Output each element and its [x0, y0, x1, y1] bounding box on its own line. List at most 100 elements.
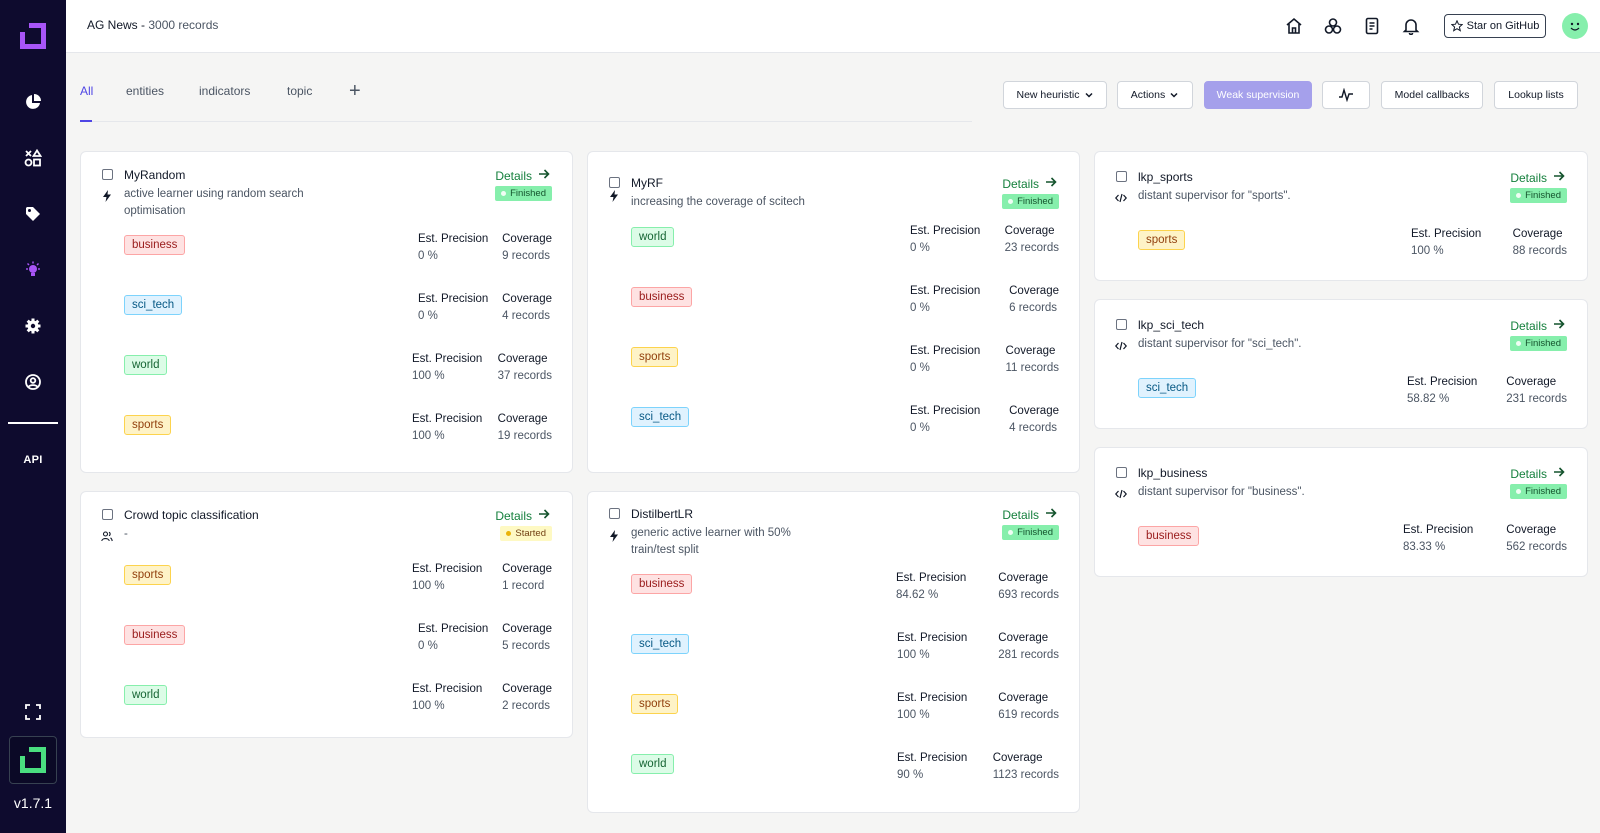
arrow-right-icon — [538, 508, 550, 523]
star-github-label: Star on GitHub — [1466, 20, 1540, 32]
weak-supervision-button[interactable]: Weak supervision — [1204, 81, 1312, 109]
user-icon[interactable] — [21, 370, 45, 394]
status-badge: Finished — [495, 186, 552, 201]
heuristic-name[interactable]: Crowd topic classification — [124, 508, 259, 522]
heuristic-name[interactable]: lkp_sports — [1138, 170, 1193, 184]
sidebar: API v1.7.1 — [0, 0, 66, 833]
status-dot — [1516, 489, 1522, 494]
add-tab-icon[interactable]: + — [349, 80, 361, 102]
project-name: AG News — [87, 18, 138, 32]
label-badge: world — [124, 685, 168, 705]
select-checkbox[interactable] — [1116, 467, 1127, 478]
select-checkbox[interactable] — [1116, 171, 1127, 182]
precision-value: 100 % — [897, 708, 930, 721]
coverage-metric: Coverage 9 records — [502, 231, 552, 264]
star-github-button[interactable]: Star on GitHub — [1444, 14, 1546, 38]
overview-icon[interactable] — [21, 90, 45, 114]
tab-topic[interactable]: topic — [287, 84, 313, 98]
labeling-icon[interactable] — [21, 202, 45, 226]
select-checkbox[interactable] — [609, 177, 620, 188]
arrow-right-icon — [1553, 318, 1565, 333]
label-badge: business — [631, 287, 693, 307]
project-title: AG News - 3000 records — [87, 18, 218, 32]
coverage-header: Coverage — [502, 563, 552, 575]
precision-metric: Est. Precision 100 % — [897, 630, 967, 663]
status-dot — [1516, 193, 1522, 198]
notifications-icon[interactable] — [1400, 15, 1422, 37]
app-logo[interactable] — [20, 23, 46, 49]
details-link[interactable]: Details — [1510, 170, 1565, 185]
label-badge: sci_tech — [124, 295, 183, 315]
lookup-lists-button[interactable]: Lookup lists — [1494, 81, 1578, 109]
coverage-value: 6 records — [1009, 301, 1058, 314]
model-callbacks-button[interactable]: Model callbacks — [1381, 81, 1483, 109]
description-line: active learner using random search — [124, 188, 304, 200]
status-text: Finished — [1017, 527, 1053, 538]
code-icon — [1115, 488, 1127, 500]
tab-all[interactable]: All — [80, 84, 94, 98]
details-link[interactable]: Details — [1002, 507, 1057, 522]
precision-metric: Est. Precision 100 % — [1411, 226, 1481, 259]
details-link[interactable]: Details — [495, 168, 550, 183]
home-icon[interactable] — [1283, 15, 1305, 37]
heuristics-icon[interactable] — [21, 258, 45, 282]
api-link[interactable]: API — [23, 454, 43, 466]
select-checkbox[interactable] — [609, 508, 620, 519]
actions-button[interactable]: Actions — [1117, 81, 1193, 109]
details-link[interactable]: Details — [1510, 466, 1565, 481]
heuristic-name[interactable]: lkp_business — [1138, 466, 1208, 480]
community-icon[interactable] — [1322, 15, 1344, 37]
heuristic-description: distant supervisor for "business". — [1138, 484, 1358, 501]
precision-metric: Est. Precision 0 % — [910, 223, 980, 256]
precision-value: 100 % — [897, 648, 930, 661]
select-checkbox[interactable] — [102, 509, 113, 520]
tab-indicators[interactable]: indicators — [199, 84, 251, 98]
status-badge: Finished — [1510, 484, 1567, 499]
coverage-header: Coverage — [1009, 405, 1059, 417]
new-heuristic-button[interactable]: New heuristic — [1003, 81, 1107, 109]
distribution-button[interactable] — [1322, 81, 1370, 109]
kern-logo[interactable] — [9, 736, 57, 784]
heuristic-card: Crowd topic classification - Details Starte… — [80, 491, 573, 738]
docs-icon[interactable] — [1361, 15, 1383, 37]
heuristic-name[interactable]: lkp_sci_tech — [1138, 318, 1205, 332]
precision-header: Est. Precision — [910, 405, 981, 417]
precision-header: Est. Precision — [910, 225, 981, 237]
coverage-value: 88 records — [1512, 244, 1567, 257]
data-browser-icon[interactable] — [21, 146, 45, 170]
tab-entities[interactable]: entities — [126, 84, 165, 98]
select-checkbox[interactable] — [102, 169, 113, 180]
precision-value: 0 % — [418, 249, 438, 262]
heuristic-description: increasing the coverage of scitech — [631, 194, 851, 211]
title-separator: - — [137, 18, 149, 32]
chevron-down-icon — [1084, 92, 1093, 98]
precision-value: 100 % — [412, 369, 445, 382]
precision-value: 0 % — [910, 241, 930, 254]
details-link[interactable]: Details — [495, 508, 550, 523]
coverage-header: Coverage — [1009, 285, 1059, 297]
code-icon — [1115, 192, 1127, 204]
heuristic-name[interactable]: MyRF — [631, 176, 663, 190]
settings-icon[interactable] — [21, 314, 45, 338]
precision-metric: Est. Precision 100 % — [412, 351, 482, 384]
fullscreen-icon[interactable] — [21, 700, 45, 724]
status-text: Finished — [1017, 196, 1053, 207]
status-dot — [501, 191, 507, 196]
coverage-header: Coverage — [502, 293, 552, 305]
coverage-metric: Coverage 1123 records — [993, 750, 1059, 783]
record-count: 3000 records — [148, 18, 219, 32]
select-checkbox[interactable] — [1116, 319, 1127, 330]
coverage-header: Coverage — [992, 752, 1043, 764]
coverage-value: 4 records — [502, 309, 551, 322]
details-link[interactable]: Details — [1002, 176, 1057, 191]
heuristic-name[interactable]: MyRandom — [124, 168, 186, 182]
avatar[interactable] — [1562, 13, 1588, 39]
precision-metric: Est. Precision 0 % — [910, 403, 980, 436]
details-label: Details — [1510, 318, 1547, 333]
details-label: Details — [495, 168, 532, 183]
description-line: distant supervisor for "sci_tech". — [1138, 338, 1302, 350]
status-text: Finished — [1525, 190, 1561, 201]
heuristic-name[interactable]: DistilbertLR — [631, 507, 694, 521]
details-link[interactable]: Details — [1510, 318, 1565, 333]
description-line: train/test split — [631, 543, 699, 556]
